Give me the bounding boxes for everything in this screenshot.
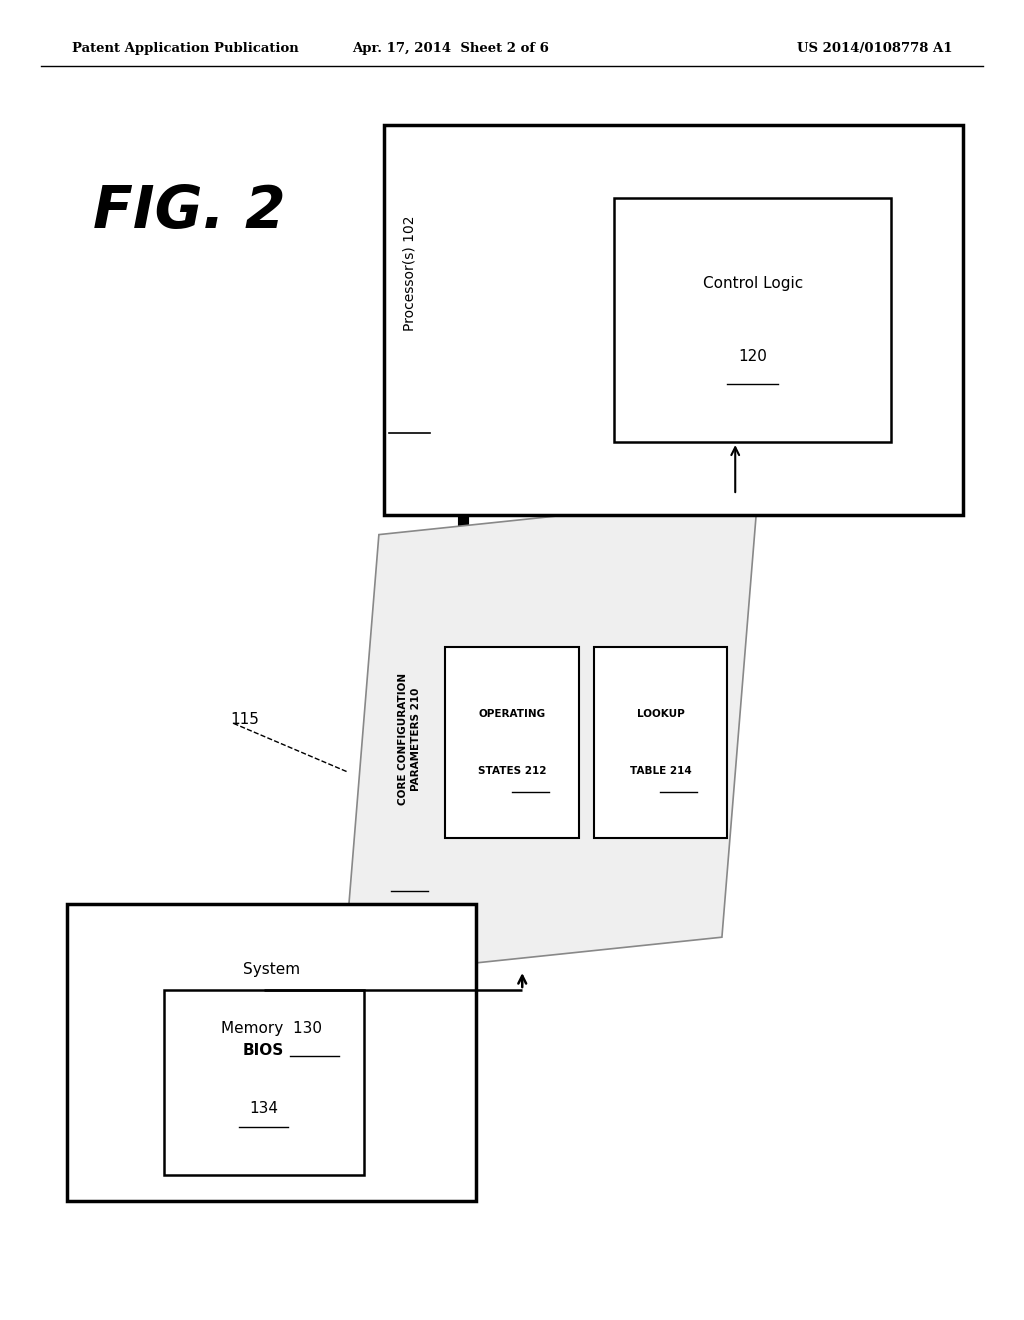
Polygon shape — [343, 495, 758, 977]
Text: Patent Application Publication: Patent Application Publication — [72, 42, 298, 55]
Bar — [164, 990, 364, 1175]
Text: 115: 115 — [230, 711, 259, 727]
Text: 134: 134 — [249, 1101, 279, 1115]
Text: Processor(s) 102: Processor(s) 102 — [402, 215, 417, 331]
Text: LOOKUP: LOOKUP — [637, 709, 684, 719]
Text: 120: 120 — [738, 350, 767, 364]
Bar — [594, 647, 727, 838]
Text: Memory  130: Memory 130 — [221, 1022, 322, 1036]
Text: US 2014/0108778 A1: US 2014/0108778 A1 — [797, 42, 952, 55]
Text: STATES 212: STATES 212 — [478, 766, 546, 776]
Bar — [445, 647, 579, 838]
Bar — [384, 125, 963, 515]
Bar — [614, 198, 891, 442]
Text: System: System — [243, 962, 300, 977]
Text: BIOS: BIOS — [243, 1044, 285, 1059]
Text: CORE CONFIGURATION
PARAMETERS 210: CORE CONFIGURATION PARAMETERS 210 — [398, 673, 421, 805]
Bar — [67, 904, 476, 1201]
Text: Apr. 17, 2014  Sheet 2 of 6: Apr. 17, 2014 Sheet 2 of 6 — [352, 42, 549, 55]
Text: Control Logic: Control Logic — [702, 276, 803, 290]
Text: TABLE 214: TABLE 214 — [630, 766, 691, 776]
Text: OPERATING: OPERATING — [478, 709, 546, 719]
Text: FIG. 2: FIG. 2 — [93, 182, 286, 240]
